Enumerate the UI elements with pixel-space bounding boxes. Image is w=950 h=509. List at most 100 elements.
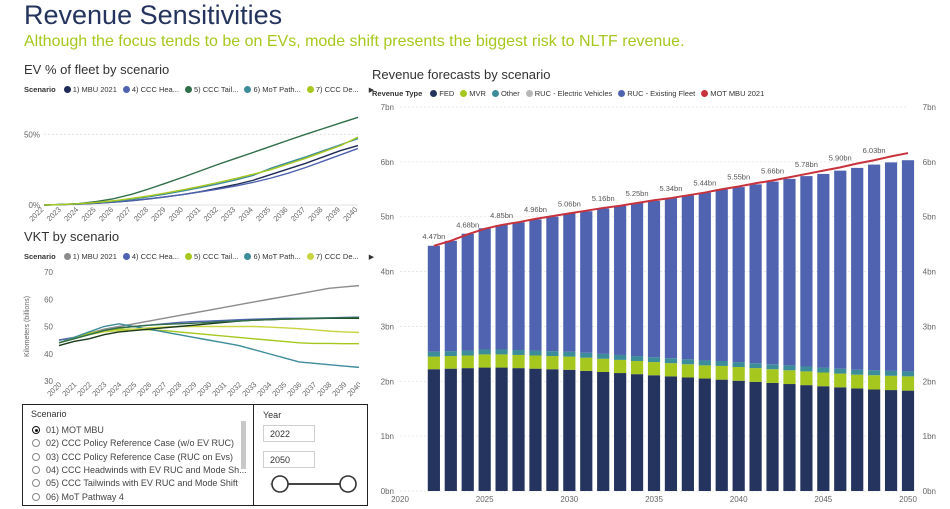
radio-icon[interactable] [32, 452, 40, 461]
bar-segment[interactable] [783, 370, 796, 385]
bar-segment[interactable] [681, 377, 694, 491]
bar-segment[interactable] [512, 350, 525, 355]
bar-segment[interactable] [851, 369, 864, 375]
bar-segment[interactable] [614, 359, 627, 374]
bar-segment[interactable] [597, 208, 610, 354]
bar-segment[interactable] [478, 367, 491, 491]
ev-legend-item[interactable]: 7) CCC De... [306, 85, 359, 94]
scenario-option[interactable]: 03) CCC Policy Reference Case (RUC on Ev… [32, 452, 233, 462]
bar-segment[interactable] [478, 228, 491, 350]
bar-segment[interactable] [749, 381, 762, 491]
scenario-option[interactable]: 01) MOT MBU [32, 425, 104, 435]
bar-segment[interactable] [715, 365, 728, 380]
bar-segment[interactable] [647, 362, 661, 376]
bar-segment[interactable] [597, 371, 610, 491]
bar-segment[interactable] [529, 350, 542, 356]
bar-segment[interactable] [681, 195, 694, 360]
bar-segment[interactable] [630, 360, 644, 375]
bar-segment[interactable] [444, 368, 457, 491]
bar-segment[interactable] [884, 390, 898, 491]
bar-segment[interactable] [461, 355, 474, 369]
revenue-legend-item[interactable]: MVR [460, 89, 486, 98]
bar-segment[interactable] [580, 211, 593, 353]
bar-segment[interactable] [834, 373, 847, 388]
bar-segment[interactable] [800, 176, 813, 367]
bar-segment[interactable] [681, 364, 694, 378]
bar-segment[interactable] [444, 240, 457, 352]
bar-segment[interactable] [664, 358, 678, 364]
vkt-legend-item[interactable]: 6) MoT Path... [244, 252, 301, 261]
bar-segment[interactable] [800, 385, 813, 491]
bar-segment[interactable] [664, 376, 678, 491]
bar-segment[interactable] [647, 375, 661, 491]
bar-segment[interactable] [715, 379, 728, 491]
bar-segment[interactable] [614, 354, 627, 360]
scenario-option[interactable]: 04) CCC Headwinds with EV RUC and Mode S… [32, 465, 247, 475]
bar-segment[interactable] [563, 356, 576, 370]
bar-segment[interactable] [749, 363, 762, 369]
year-end-handle[interactable] [339, 475, 357, 493]
bar-segment[interactable] [749, 368, 762, 382]
bar-segment[interactable] [597, 358, 610, 372]
bar-segment[interactable] [698, 192, 711, 361]
bar-segment[interactable] [512, 222, 525, 351]
bar-segment[interactable] [580, 352, 593, 358]
bar-segment[interactable] [461, 350, 474, 356]
vkt-legend-item[interactable]: 4) CCC Hea... [122, 252, 179, 261]
bar-segment[interactable] [698, 378, 711, 491]
bar-segment[interactable] [614, 373, 627, 491]
bar-segment[interactable] [817, 173, 830, 368]
bar-segment[interactable] [749, 184, 762, 364]
year-start-input[interactable]: 2022 [263, 425, 315, 442]
bar-segment[interactable] [563, 351, 576, 357]
bar-segment[interactable] [580, 357, 593, 371]
bar-segment[interactable] [647, 200, 661, 358]
bar-segment[interactable] [495, 224, 508, 350]
year-end-input[interactable]: 2050 [263, 451, 315, 468]
bar-segment[interactable] [868, 164, 881, 371]
bar-segment[interactable] [461, 368, 474, 491]
bar-segment[interactable] [512, 354, 525, 369]
revenue-legend-item[interactable]: Other [491, 89, 520, 98]
bar-segment[interactable] [529, 368, 542, 491]
bar-segment[interactable] [495, 367, 508, 491]
bar-segment[interactable] [495, 349, 508, 355]
bar-segment[interactable] [901, 371, 915, 377]
vkt-legend-item[interactable]: 7) CCC De... [306, 252, 359, 261]
bar-segment[interactable] [766, 382, 779, 491]
bar-segment[interactable] [647, 357, 661, 363]
bar-segment[interactable] [580, 370, 593, 491]
bar-segment[interactable] [444, 356, 457, 369]
legend-more-icon[interactable]: ▶ [368, 86, 375, 94]
legend-more-icon[interactable]: ▶ [368, 253, 375, 261]
bar-segment[interactable] [444, 351, 457, 357]
bar-segment[interactable] [664, 363, 678, 377]
bar-segment[interactable] [732, 367, 745, 381]
bar-segment[interactable] [698, 360, 711, 366]
bar-segment[interactable] [563, 369, 576, 491]
bar-segment[interactable] [732, 362, 745, 368]
bar-segment[interactable] [817, 386, 830, 491]
bar-segment[interactable] [732, 187, 745, 363]
scenario-scrollbar[interactable] [241, 421, 246, 469]
bar-segment[interactable] [868, 389, 881, 491]
bar-segment[interactable] [834, 368, 847, 374]
scenario-option[interactable]: 02) CCC Policy Reference Case (w/o EV RU… [32, 438, 234, 448]
radio-icon[interactable] [32, 479, 40, 488]
radio-icon[interactable] [32, 439, 40, 448]
bar-segment[interactable] [478, 354, 491, 368]
bar-segment[interactable] [834, 170, 847, 369]
bar-segment[interactable] [901, 160, 915, 372]
ev-legend-item[interactable]: 1) MBU 2021 [63, 85, 117, 94]
bar-segment[interactable] [783, 384, 796, 491]
bar-segment[interactable] [800, 366, 813, 372]
bar-segment[interactable] [664, 198, 678, 359]
year-start-handle[interactable] [271, 475, 289, 493]
year-range-slider[interactable] [264, 473, 364, 497]
vkt-legend-item[interactable]: 5) CCC Tail... [184, 252, 238, 261]
bar-segment[interactable] [817, 372, 830, 387]
bar-segment[interactable] [529, 219, 542, 351]
bar-segment[interactable] [868, 370, 881, 376]
bar-segment[interactable] [630, 374, 644, 491]
bar-segment[interactable] [783, 178, 796, 366]
